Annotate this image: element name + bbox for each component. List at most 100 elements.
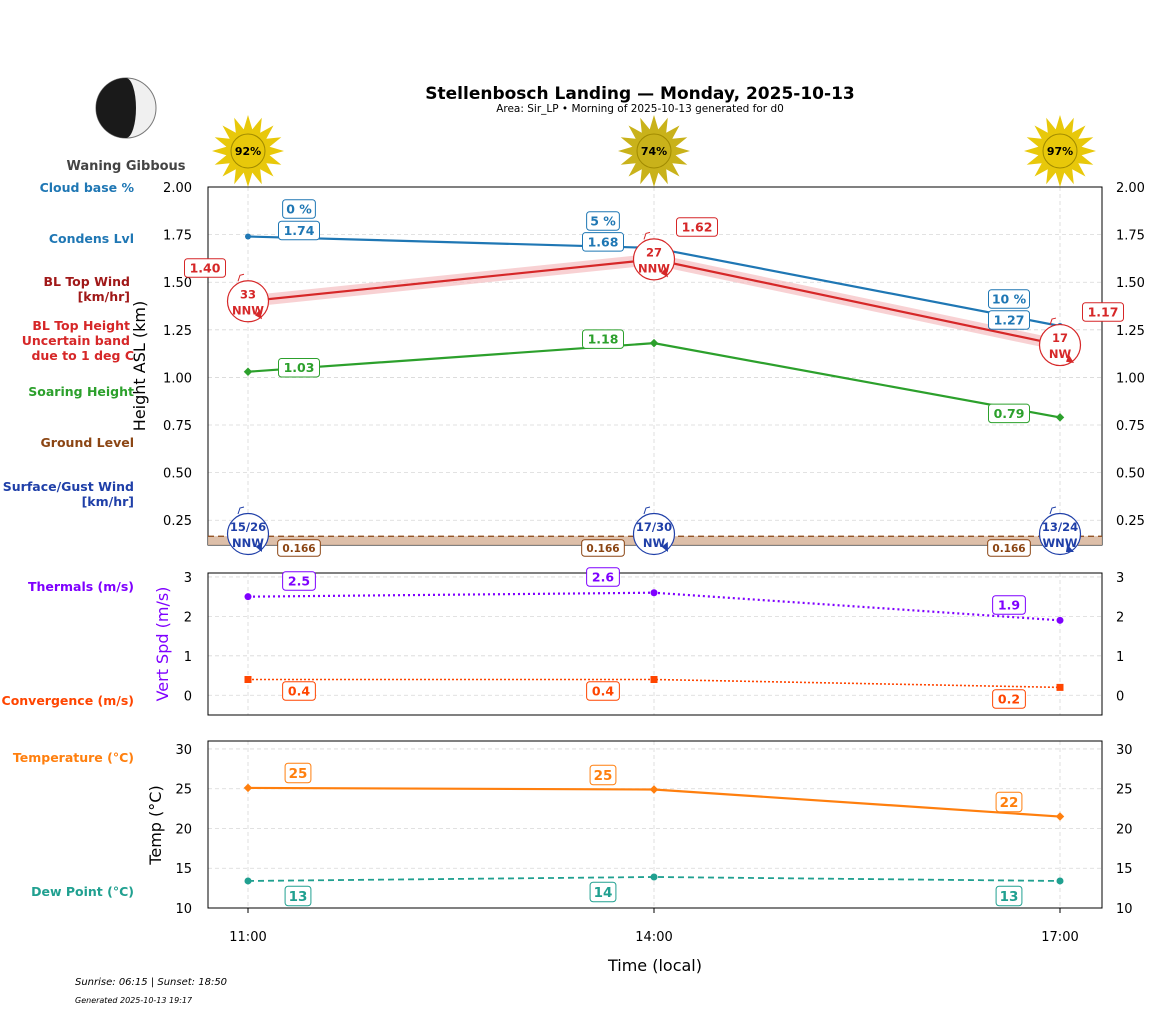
convergence-label-0-box <box>282 681 316 701</box>
height-ytick-right-5: 1.50 <box>1116 276 1145 291</box>
x-tick-label-2: 17:00 <box>1041 930 1078 945</box>
bl-top-wind-0-direction: NNW <box>232 303 264 317</box>
condens-label-1-group: 1.68 <box>582 232 624 252</box>
row-label-bl-band: Uncertain band <box>22 333 130 348</box>
convergence-label-1: 0.4 <box>592 684 614 699</box>
soaring-label-2-group: 0.79 <box>988 403 1030 424</box>
cloud-pct-label-2-box <box>988 289 1030 309</box>
bl-top-wind-1-speed: 27 <box>646 245 662 259</box>
dewpoint-label-1: 14 <box>594 885 613 901</box>
height-ytick-right-7: 2.00 <box>1116 181 1145 196</box>
temp-ytick-right-0: 10 <box>1116 902 1133 917</box>
convergence-label-0-group: 0.4 <box>282 681 316 701</box>
soaring-label-2: 0.79 <box>994 406 1025 421</box>
height-ytick-left-3: 1.00 <box>163 371 192 386</box>
height-ytick-left-4: 1.25 <box>163 324 192 339</box>
surface-wind-0-speed: 15/26 <box>230 520 266 534</box>
temperature-point-0 <box>243 783 253 793</box>
height-ytick-left-1: 0.50 <box>163 467 192 482</box>
temperature-label-0-group: 25 <box>284 762 312 784</box>
thermal-label-0-box <box>282 571 316 591</box>
sun-icon-1: 74% <box>618 115 690 187</box>
sun-icon-2: 97% <box>1024 115 1096 187</box>
soaring-label-1-box <box>582 329 624 349</box>
ground-label-1-group: 0.166 <box>581 539 625 557</box>
thermal-point-0 <box>244 593 252 601</box>
row-label-ground: Ground Level <box>41 435 134 450</box>
soaring-label-0: 1.03 <box>284 360 315 375</box>
dewpoint-label-2-group: 13 <box>995 885 1023 907</box>
soaring-label-2-box <box>988 403 1030 424</box>
thermal-point-1 <box>650 589 658 597</box>
surface-wind-0-ring <box>226 512 270 556</box>
row-label-bl-wind: BL Top Wind <box>43 274 130 289</box>
vert-ytick-left-2: 2 <box>184 610 192 625</box>
surface-wind-1-ring <box>632 512 676 556</box>
thermal-label-2-group: 1.9 <box>992 595 1026 615</box>
bl-top-wind-0-arrow <box>255 309 262 320</box>
cloud-pct-label-1: 5 % <box>590 214 616 229</box>
moon-phase-label: Waning Gibbous <box>66 159 185 174</box>
temp-ytick-left-0: 10 <box>175 902 192 917</box>
vert-ytick-left-0: 0 <box>184 689 192 704</box>
vert-ytick-right-2: 2 <box>1116 610 1124 625</box>
cloud-pct-label-0-group: 0 % <box>282 199 316 219</box>
row-label-convergence: Convergence (m/s) <box>2 693 134 708</box>
condens-label-0-group: 1.74 <box>278 220 320 241</box>
bl-top-wind-1-direction: NNW <box>638 261 670 275</box>
height-ytick-left-6: 1.75 <box>163 229 192 244</box>
bl-top-wind-2-speed: 17 <box>1052 331 1068 345</box>
thermal-label-1-group: 2.6 <box>586 567 620 587</box>
temperature-label-2: 22 <box>1000 795 1019 811</box>
vert-ytick-left-1: 1 <box>184 650 192 665</box>
temp-ytick-right-4: 30 <box>1116 743 1133 758</box>
dewpoint-point-2 <box>1056 877 1064 885</box>
convergence-label-2-box <box>992 689 1026 709</box>
height-ytick-right-6: 1.75 <box>1116 229 1145 244</box>
soaring-label-0-box <box>278 357 320 378</box>
dewpoint-line <box>247 876 1061 882</box>
ground-label-0-group: 0.166 <box>277 539 321 557</box>
thermal-label-1-box <box>586 567 620 587</box>
height-ytick-right-4: 1.25 <box>1116 324 1145 339</box>
height-ytick-left-5: 1.50 <box>163 276 192 291</box>
bl-top-wind-2: 17 NW <box>1038 317 1082 367</box>
temp-ytick-left-3: 25 <box>175 783 192 798</box>
sun-icon-0-percent: 92% <box>235 145 261 158</box>
bl-top-wind-0-barb <box>237 273 245 282</box>
temperature-label-2-box <box>995 791 1023 813</box>
dewpoint-label-0-group: 13 <box>284 885 312 907</box>
x-axis-title: Time (local) <box>607 956 702 975</box>
temperature-point-2 <box>1055 812 1065 821</box>
vert-ytick-right-3: 3 <box>1116 571 1124 586</box>
dewpoint-label-0: 13 <box>289 889 308 905</box>
convergence-label-0: 0.4 <box>288 684 310 699</box>
height-ytick-right-3: 1.00 <box>1116 371 1145 386</box>
height-ytick-right-1: 0.50 <box>1116 467 1145 482</box>
dewpoint-label-1-group: 14 <box>589 881 617 903</box>
temperature-label-1-group: 25 <box>589 764 617 786</box>
condens-point-0 <box>245 233 251 240</box>
temperature-label-0: 25 <box>289 766 308 782</box>
surface-wind-2: 13/24 WNW <box>1038 506 1082 556</box>
surface-wind-2-barb <box>1049 506 1057 515</box>
convergence-label-1-group: 0.4 <box>586 681 620 701</box>
row-label-surface-wind: Surface/Gust Wind <box>3 479 134 494</box>
soaring-point-2 <box>1055 413 1065 422</box>
surface-wind-0-barb <box>237 506 245 515</box>
ground-label-1-box <box>581 539 625 557</box>
condens-label-0-box <box>278 220 320 241</box>
row-label-temperature: Temperature (°C) <box>13 750 134 765</box>
surface-wind-2-speed: 13/24 <box>1042 520 1078 534</box>
vert-ytick-right-1: 1 <box>1116 650 1124 665</box>
cloud-pct-label-2: 10 % <box>992 292 1027 307</box>
temperature-point-1 <box>649 785 659 794</box>
condens-label-2: 1.27 <box>994 313 1025 328</box>
temp-frame <box>207 740 1103 909</box>
temperature-label-0-box <box>284 762 312 784</box>
bl-top-label-1-group: 1.62 <box>676 217 718 237</box>
row-label-bl-wind-unit: [km/hr] <box>78 289 130 304</box>
temperature-label-1: 25 <box>594 768 613 784</box>
